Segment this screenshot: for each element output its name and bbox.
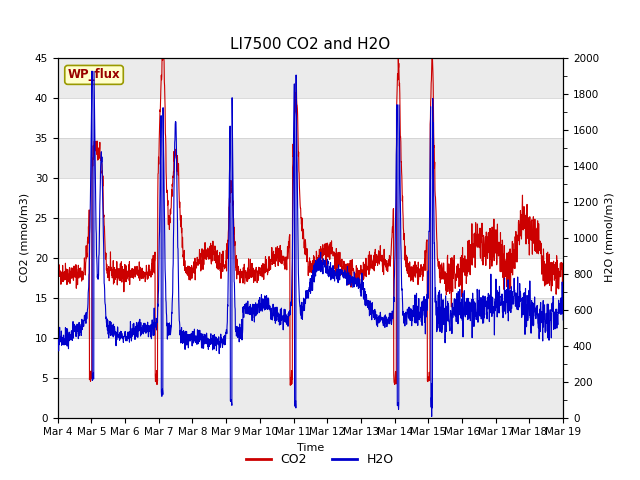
Bar xyxy=(58,217,563,258)
Title: LI7500 CO2 and H2O: LI7500 CO2 and H2O xyxy=(230,37,390,52)
Text: WP_flux: WP_flux xyxy=(68,68,120,82)
Bar xyxy=(58,58,563,97)
Legend: CO2, H2O: CO2, H2O xyxy=(241,448,399,471)
Bar xyxy=(58,378,563,418)
X-axis label: Time: Time xyxy=(297,443,324,453)
Y-axis label: CO2 (mmol/m3): CO2 (mmol/m3) xyxy=(19,193,29,282)
Bar xyxy=(58,138,563,178)
Y-axis label: H2O (mmol/m3): H2O (mmol/m3) xyxy=(605,193,615,282)
Bar xyxy=(58,298,563,337)
